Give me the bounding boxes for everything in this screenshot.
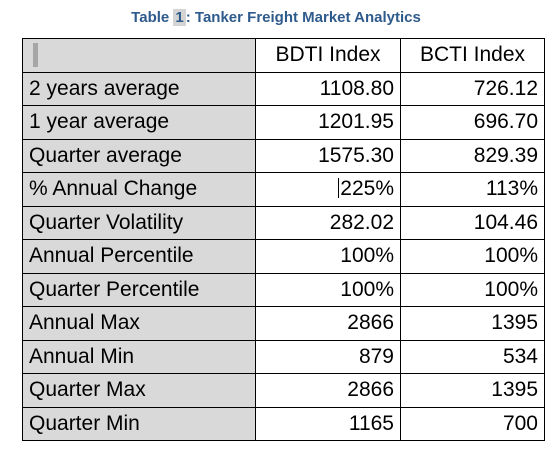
bcti-value-cell[interactable]: 1395 [400,306,545,341]
caption-number: 1 [173,9,186,26]
bdti-value-cell[interactable]: 1201.95 [255,105,401,140]
row-label-cell[interactable]: Quarter Min [22,406,256,441]
bcti-value-cell[interactable]: 696.70 [400,105,545,140]
table-row: % Annual Change 225% 113% [22,172,545,207]
row-label-cell[interactable]: Quarter Percentile [22,272,256,307]
bdti-value: 2866 [347,311,394,335]
table-row: Quarter Percentile 100% 100% [22,272,545,307]
row-label-cell[interactable]: Annual Percentile [22,239,256,274]
table-row: Quarter Min 1165 700 [22,406,545,441]
header-bcti-index[interactable]: BCTI Index [400,38,545,73]
bcti-value-cell[interactable]: 829.39 [400,138,545,173]
bdti-value: 1575.30 [318,143,394,167]
bcti-value-cell[interactable]: 104.46 [400,205,545,240]
bdti-value-cell[interactable]: 1575.30 [255,138,401,173]
header-corner-cell[interactable] [22,38,256,73]
bdti-value-cell[interactable]: 282.02 [255,205,401,240]
bdti-value-cell[interactable]: 1108.80 [255,71,401,106]
bdti-value-cell[interactable]: 2866 [255,373,401,408]
table-row: Quarter Volatility 282.02 104.46 [22,205,545,240]
row-label-cell[interactable]: 1 year average [22,105,256,140]
table-row: Annual Max 2866 1395 [22,306,545,341]
table-row: Annual Min 879 534 [22,339,545,374]
bdti-value: 282.02 [329,210,394,234]
bdti-value-cell[interactable]: 100% [255,239,401,274]
header-row: BDTI Index BCTI Index [22,38,545,73]
column-selection-handle [33,43,38,67]
bdti-value: 1201.95 [318,110,394,134]
bdti-value-cell[interactable]: 879 [255,339,401,374]
row-label-cell[interactable]: Quarter Max [22,373,256,408]
freight-analytics-table: BDTI Index BCTI Index 2 years average 110… [22,38,545,441]
bdti-value: 879 [358,344,394,368]
bcti-value-cell[interactable]: 700 [400,406,545,441]
row-label-cell[interactable]: Annual Min [22,339,256,374]
bdti-value-cell[interactable]: 225% [255,172,401,207]
bdti-value: 1165 [348,411,394,435]
bdti-value-cell[interactable]: 1165 [255,406,401,441]
row-label-cell[interactable]: % Annual Change [22,172,256,207]
table-row: 2 years average 1108.80 726.12 [22,71,545,106]
bdti-value-cell[interactable]: 100% [255,272,401,307]
row-label-cell[interactable]: Quarter average [22,138,256,173]
caption-title: : Tanker Freight Market Analytics [185,9,421,26]
caption-prefix: Table [131,9,174,26]
bcti-value-cell[interactable]: 100% [400,239,545,274]
row-label-cell[interactable]: Annual Max [22,306,256,341]
row-label-cell[interactable]: 2 years average [22,71,256,106]
bcti-value-cell[interactable]: 100% [400,272,545,307]
bdti-value: 225% [340,177,394,201]
bdti-value: 1108.80 [319,76,394,100]
bcti-value-cell[interactable]: 726.12 [400,71,545,106]
table-row: Quarter Max 2866 1395 [22,373,545,408]
table-caption: Table 1: Tanker Freight Market Analytics [0,9,552,26]
header-bdti-index[interactable]: BDTI Index [255,38,401,73]
bcti-value-cell[interactable]: 113% [400,172,545,207]
bdti-value: 2866 [347,378,394,402]
text-cursor [338,178,340,199]
row-label-cell[interactable]: Quarter Volatility [22,205,256,240]
bdti-value: 100% [340,277,394,301]
table-row: Quarter average 1575.30 829.39 [22,138,545,173]
bcti-value-cell[interactable]: 534 [400,339,545,374]
bcti-value-cell[interactable]: 1395 [400,373,545,408]
bdti-value: 100% [340,244,394,268]
table-row: Annual Percentile 100% 100% [22,239,545,274]
table-row: 1 year average 1201.95 696.70 [22,105,545,140]
bdti-value-cell[interactable]: 2866 [255,306,401,341]
